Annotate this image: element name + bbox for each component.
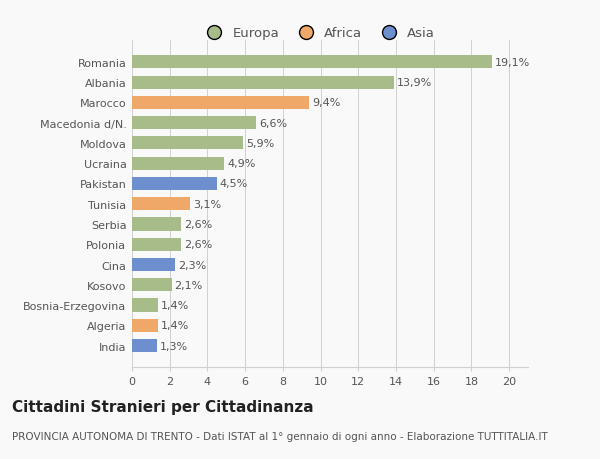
Text: 6,6%: 6,6% [259,118,287,129]
Text: 4,5%: 4,5% [220,179,248,189]
Bar [132,96,309,110]
Text: 13,9%: 13,9% [397,78,432,88]
Bar [132,319,158,332]
Text: 4,9%: 4,9% [227,159,256,169]
Text: 2,3%: 2,3% [178,260,206,270]
Bar [132,258,175,271]
Text: 2,6%: 2,6% [184,219,212,230]
Bar [132,339,157,353]
Bar [132,137,243,150]
Text: 2,6%: 2,6% [184,240,212,250]
Bar [132,279,172,292]
Bar [132,198,190,211]
Bar [132,117,256,130]
Text: 1,4%: 1,4% [161,320,190,330]
Text: 3,1%: 3,1% [193,199,221,209]
Bar [132,76,394,90]
Text: 19,1%: 19,1% [495,58,530,67]
Bar [132,56,492,69]
Text: 2,1%: 2,1% [175,280,203,290]
Bar [132,299,158,312]
Text: Cittadini Stranieri per Cittadinanza: Cittadini Stranieri per Cittadinanza [12,399,314,414]
Text: 9,4%: 9,4% [312,98,340,108]
Text: 1,3%: 1,3% [160,341,187,351]
Text: PROVINCIA AUTONOMA DI TRENTO - Dati ISTAT al 1° gennaio di ogni anno - Elaborazi: PROVINCIA AUTONOMA DI TRENTO - Dati ISTA… [12,431,548,442]
Text: 1,4%: 1,4% [161,300,190,310]
Bar [132,157,224,170]
Text: 5,9%: 5,9% [246,139,274,149]
Bar [132,218,181,231]
Bar [132,238,181,251]
Bar [132,178,217,190]
Legend: Europa, Africa, Asia: Europa, Africa, Asia [196,22,440,45]
